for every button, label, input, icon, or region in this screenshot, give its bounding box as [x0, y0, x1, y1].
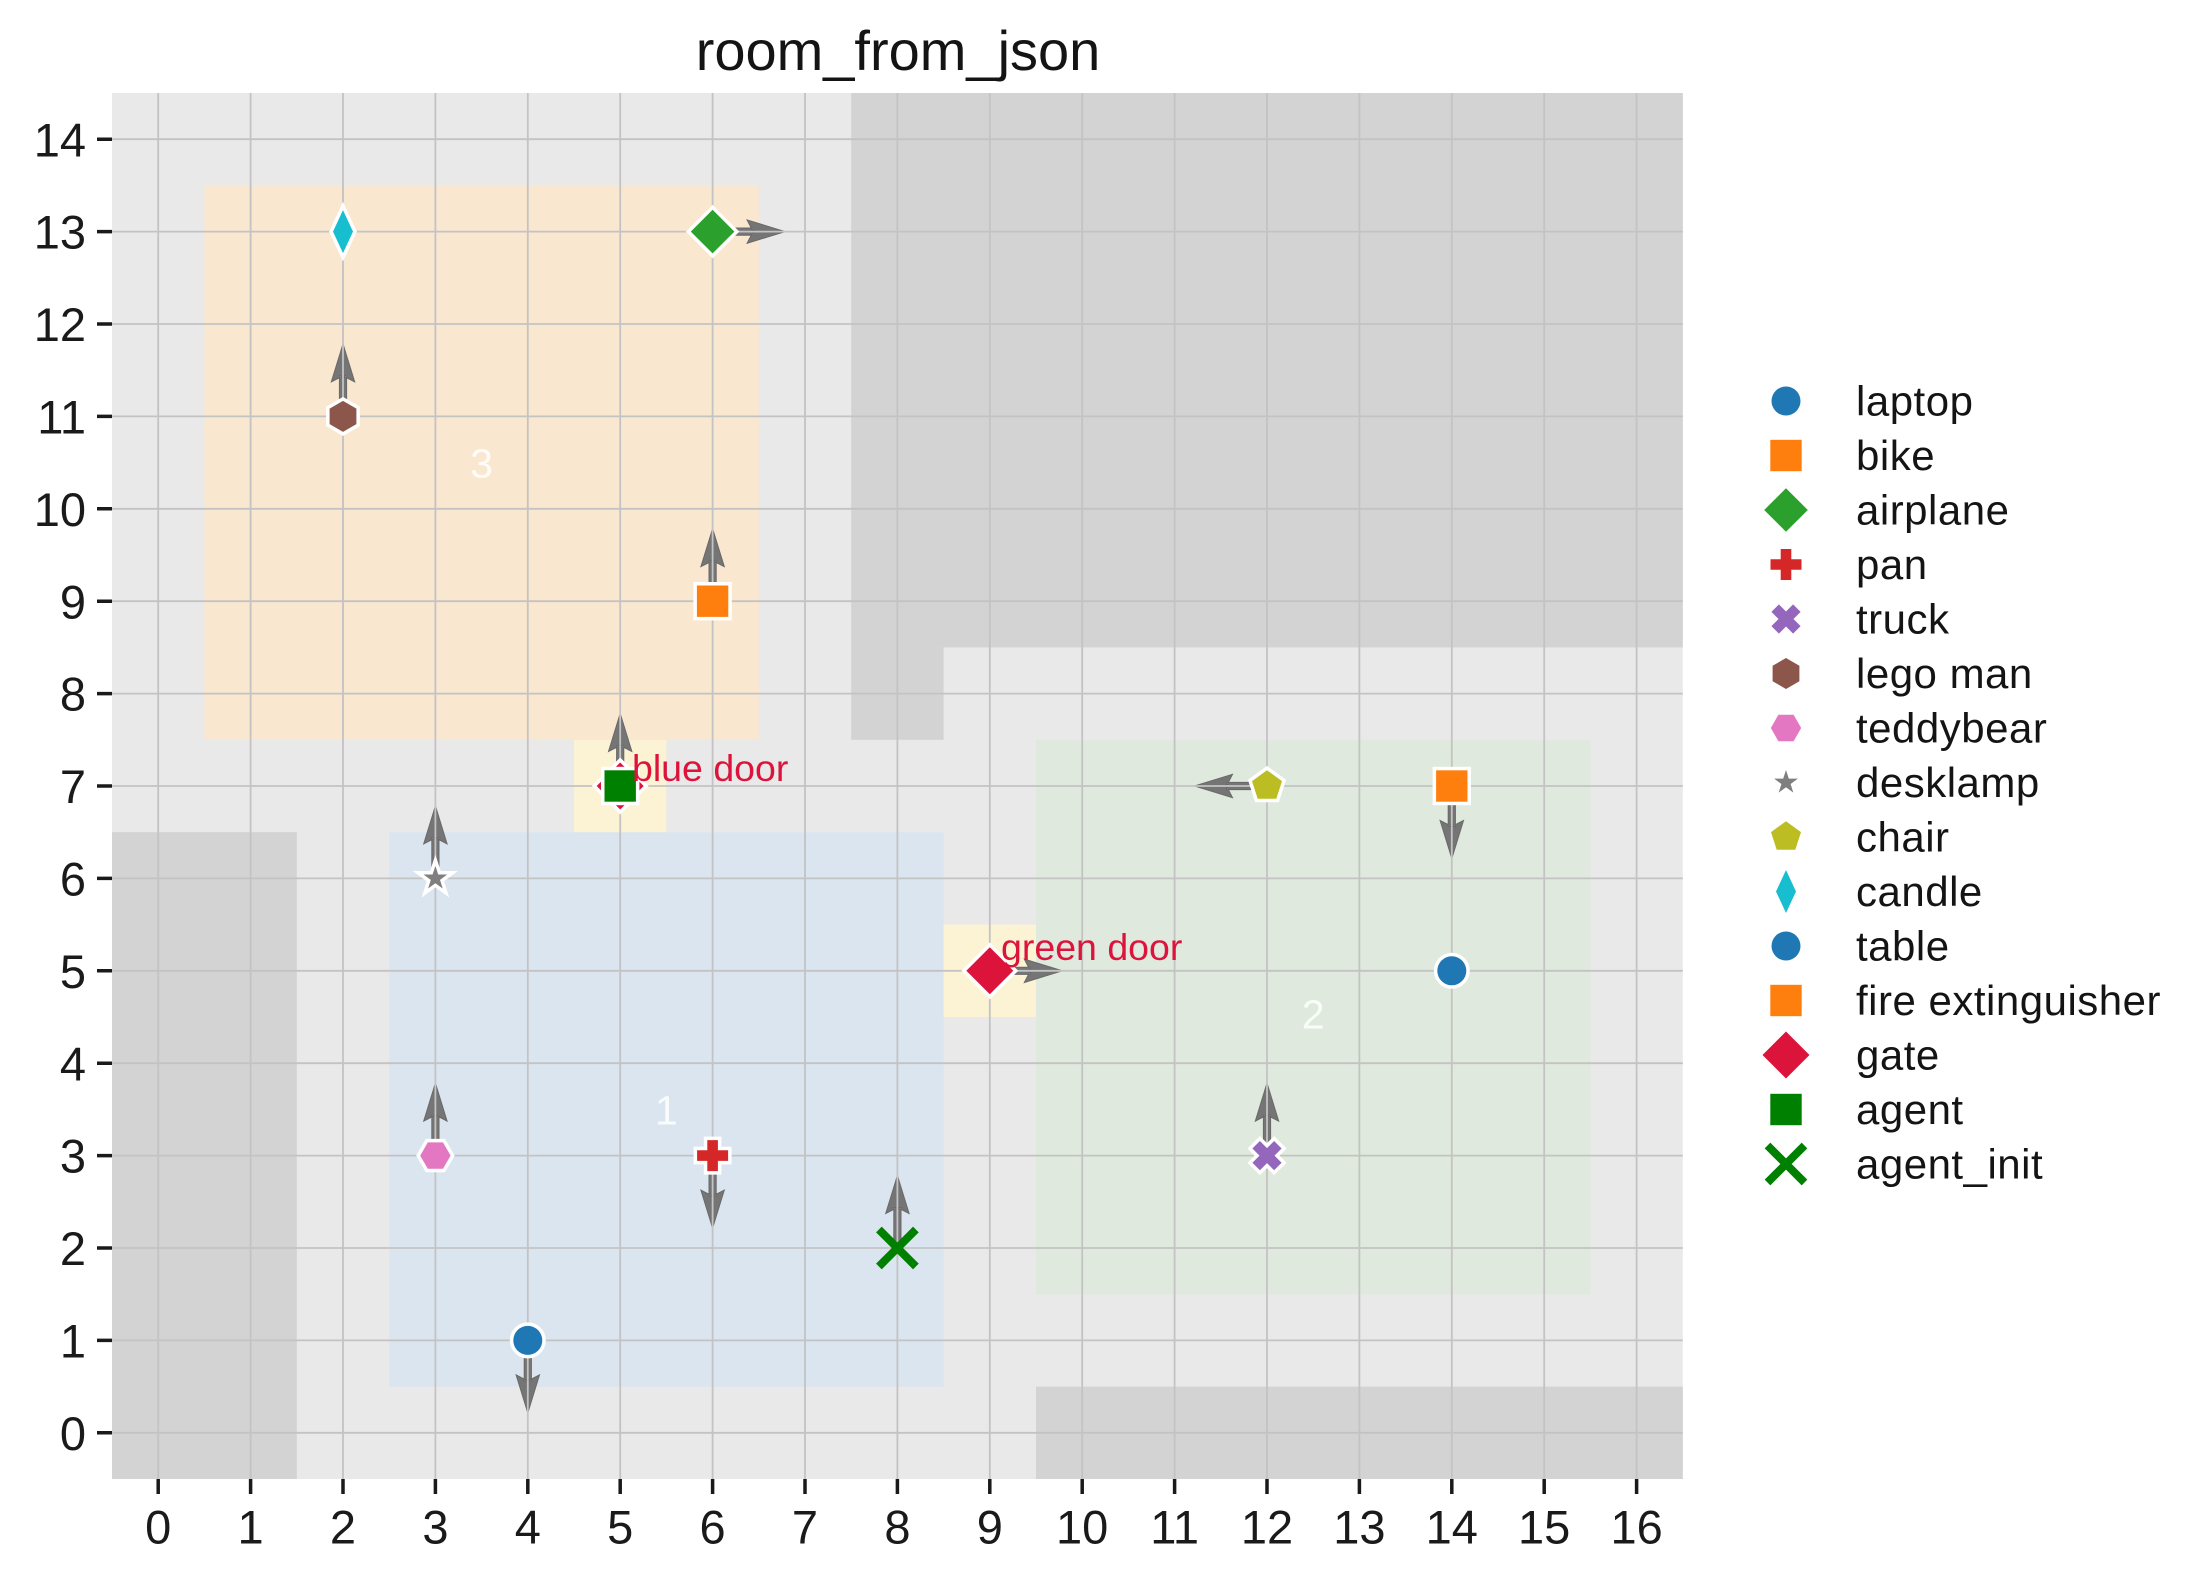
- svg-text:6: 6: [60, 853, 86, 906]
- svg-text:4: 4: [515, 1501, 541, 1554]
- svg-text:2: 2: [330, 1501, 356, 1554]
- svg-text:10: 10: [34, 483, 86, 536]
- svg-text:blue door: blue door: [632, 747, 788, 789]
- svg-text:7: 7: [60, 760, 86, 813]
- svg-text:lego man: lego man: [1856, 650, 2033, 697]
- svg-text:11: 11: [1150, 1501, 1199, 1554]
- svg-text:3: 3: [60, 1130, 86, 1183]
- svg-text:truck: truck: [1856, 596, 1950, 643]
- svg-text:12: 12: [1241, 1501, 1293, 1554]
- svg-text:12: 12: [34, 298, 86, 351]
- svg-text:13: 13: [1333, 1501, 1385, 1554]
- svg-text:8: 8: [60, 668, 86, 721]
- svg-text:room_from_json: room_from_json: [696, 19, 1101, 82]
- svg-text:fire extinguisher: fire extinguisher: [1856, 977, 2161, 1024]
- svg-text:8: 8: [884, 1501, 910, 1554]
- svg-text:4: 4: [60, 1037, 86, 1090]
- svg-text:agent_init: agent_init: [1856, 1141, 2043, 1188]
- svg-text:table: table: [1856, 923, 1950, 970]
- svg-text:laptop: laptop: [1856, 378, 1973, 425]
- svg-text:9: 9: [60, 575, 86, 628]
- svg-text:teddybear: teddybear: [1856, 705, 2047, 752]
- svg-text:desklamp: desklamp: [1856, 759, 2040, 806]
- svg-text:6: 6: [700, 1501, 726, 1554]
- svg-text:5: 5: [60, 945, 86, 998]
- svg-text:9: 9: [977, 1501, 1003, 1554]
- svg-text:gate: gate: [1856, 1032, 1940, 1079]
- svg-text:7: 7: [792, 1501, 818, 1554]
- svg-text:2: 2: [1302, 991, 1325, 1037]
- svg-text:airplane: airplane: [1856, 487, 2009, 534]
- svg-text:1: 1: [238, 1501, 264, 1554]
- svg-text:1: 1: [655, 1087, 678, 1133]
- svg-text:agent: agent: [1856, 1086, 1964, 1133]
- svg-text:0: 0: [60, 1407, 86, 1460]
- svg-text:16: 16: [1610, 1501, 1662, 1554]
- svg-text:15: 15: [1518, 1501, 1570, 1554]
- svg-text:5: 5: [607, 1501, 633, 1554]
- svg-text:11: 11: [37, 391, 86, 444]
- svg-text:0: 0: [145, 1501, 171, 1554]
- svg-text:3: 3: [470, 441, 493, 487]
- svg-text:pan: pan: [1856, 541, 1928, 588]
- svg-text:candle: candle: [1856, 868, 1983, 915]
- svg-text:green door: green door: [1001, 926, 1182, 968]
- svg-text:bike: bike: [1856, 432, 1935, 479]
- svg-text:14: 14: [1426, 1501, 1478, 1554]
- svg-text:1: 1: [60, 1315, 86, 1368]
- svg-text:chair: chair: [1856, 814, 1950, 861]
- svg-text:3: 3: [422, 1501, 448, 1554]
- svg-text:14: 14: [34, 113, 86, 166]
- svg-text:13: 13: [34, 206, 86, 259]
- svg-text:2: 2: [60, 1222, 86, 1275]
- svg-text:10: 10: [1056, 1501, 1108, 1554]
